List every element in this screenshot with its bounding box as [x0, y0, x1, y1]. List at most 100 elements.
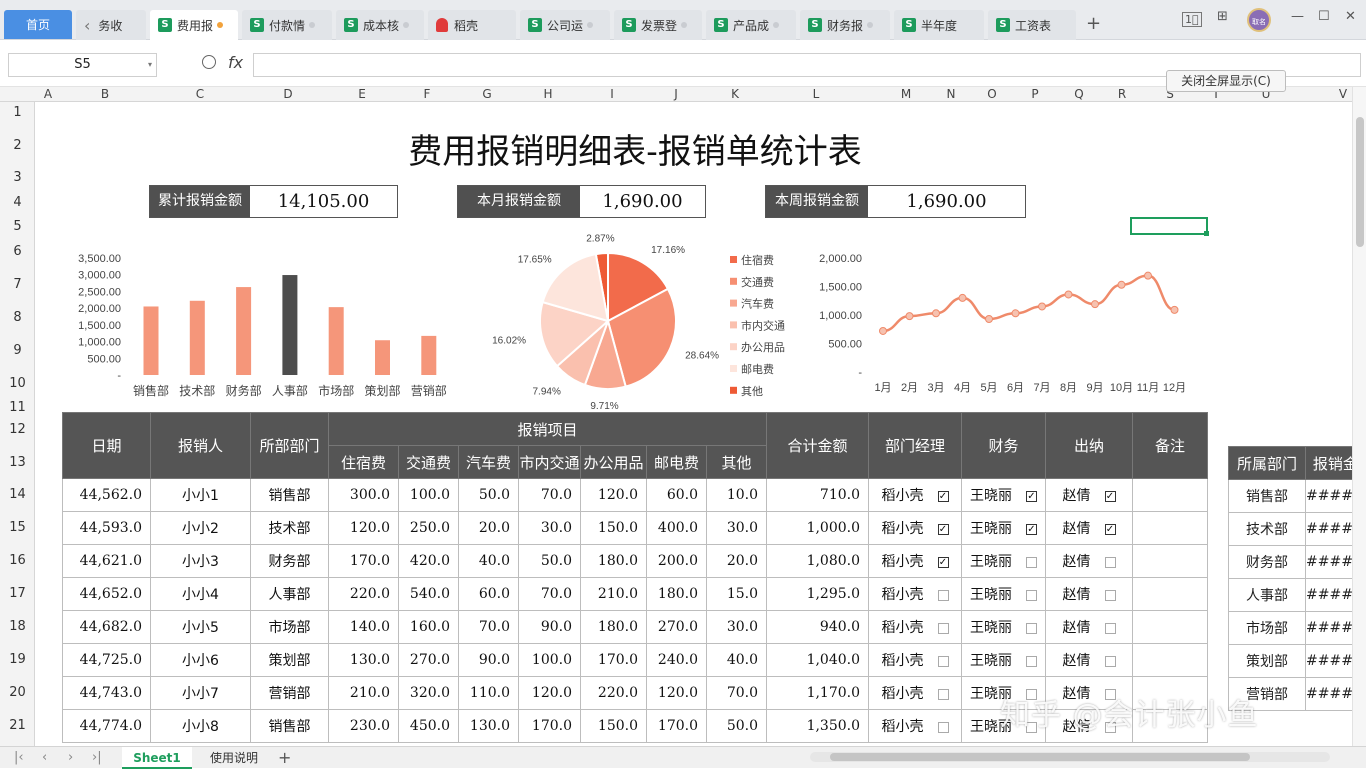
first-sheet-icon[interactable]: |‹ [14, 750, 24, 765]
tab-item[interactable]: 稻壳 [428, 10, 516, 40]
minimize-icon[interactable]: — [1291, 9, 1304, 24]
approval-checkbox[interactable] [1026, 622, 1037, 634]
approval-checkbox[interactable] [1026, 688, 1037, 700]
cell-item-amount[interactable]: 220.0 [580, 676, 647, 710]
fx-icon[interactable]: fx [228, 53, 244, 72]
cell-person[interactable]: 小小8 [150, 709, 251, 743]
cell-item-amount[interactable]: 30.0 [706, 610, 767, 644]
tab-item[interactable]: S 公司运 [520, 10, 610, 40]
approval-checkbox[interactable] [1026, 556, 1037, 568]
last-sheet-icon[interactable]: ›| [92, 750, 102, 765]
column-label[interactable]: J [674, 87, 678, 101]
cell-dept[interactable]: 营销部 [250, 676, 329, 710]
row-label[interactable]: 12 [9, 422, 26, 437]
cell-item-amount[interactable]: 150.0 [580, 709, 647, 743]
approval-checkbox[interactable] [1104, 589, 1116, 601]
cell-item-amount[interactable]: 450.0 [398, 709, 459, 743]
row-label[interactable]: 16 [9, 553, 26, 568]
cell-manager[interactable]: 稻小壳 ✓ [868, 511, 962, 545]
cell-total[interactable]: 710.0 [766, 478, 869, 512]
cell-item-amount[interactable]: 300.0 [328, 478, 399, 512]
row-label[interactable]: 20 [9, 685, 26, 700]
cell-manager[interactable]: 稻小壳 [868, 577, 962, 611]
approval-checkbox[interactable] [937, 589, 949, 601]
cell-item-amount[interactable]: 15.0 [706, 577, 767, 611]
cell-item-amount[interactable]: 170.0 [646, 709, 707, 743]
cell-item-amount[interactable]: 40.0 [458, 544, 519, 578]
cell-cashier[interactable]: 赵倩 [1045, 676, 1133, 710]
cell-date[interactable]: 44,621.0 [62, 544, 151, 578]
cell-item-amount[interactable]: 130.0 [458, 709, 519, 743]
row-label[interactable]: 3 [13, 170, 22, 185]
cell-manager[interactable]: 稻小壳 [868, 709, 962, 743]
approval-checkbox[interactable]: ✓ [937, 523, 949, 535]
column-label[interactable]: I [610, 87, 614, 101]
column-label[interactable]: N [946, 87, 956, 101]
cell-item-amount[interactable]: 320.0 [398, 676, 459, 710]
side-cell-dept[interactable]: 销售部 [1228, 479, 1306, 513]
name-box[interactable]: S5 ▾ [8, 53, 157, 77]
cell-dept[interactable]: 技术部 [250, 511, 329, 545]
cell-total[interactable]: 1,170.0 [766, 676, 869, 710]
cell-item-amount[interactable]: 20.0 [458, 511, 519, 545]
cell-dept[interactable]: 策划部 [250, 643, 329, 677]
cell-item-amount[interactable]: 180.0 [580, 610, 647, 644]
tab-item[interactable]: S 工资表 [988, 10, 1076, 40]
zoom-icon[interactable] [202, 55, 216, 69]
cell-item-amount[interactable]: 160.0 [398, 610, 459, 644]
approval-checkbox[interactable] [937, 721, 949, 733]
cell-item-amount[interactable]: 220.0 [328, 577, 399, 611]
cell-total[interactable]: 1,295.0 [766, 577, 869, 611]
cell-item-amount[interactable]: 70.0 [458, 610, 519, 644]
approval-checkbox[interactable]: ✓ [1104, 523, 1116, 535]
cell-note[interactable] [1132, 610, 1208, 644]
cell-item-amount[interactable]: 70.0 [518, 577, 581, 611]
column-label[interactable]: B [100, 87, 110, 101]
cell-person[interactable]: 小小3 [150, 544, 251, 578]
column-label[interactable]: U [1261, 87, 1271, 101]
column-label[interactable]: A [43, 87, 53, 101]
tab-item[interactable]: S 产品成 [706, 10, 796, 40]
cell-note[interactable] [1132, 478, 1208, 512]
cell-item-amount[interactable]: 170.0 [580, 643, 647, 677]
approval-checkbox[interactable] [1104, 622, 1116, 634]
cell-item-amount[interactable]: 180.0 [646, 577, 707, 611]
column-label[interactable]: L [812, 87, 820, 101]
tab-item[interactable]: S 成本核 [336, 10, 424, 40]
cell-item-amount[interactable]: 240.0 [646, 643, 707, 677]
row-label[interactable]: 13 [9, 455, 26, 470]
row-label[interactable]: 19 [9, 652, 26, 667]
cell-item-amount[interactable]: 50.0 [458, 478, 519, 512]
approval-checkbox[interactable] [1104, 688, 1116, 700]
approval-checkbox[interactable]: ✓ [937, 490, 949, 502]
cell-item-amount[interactable]: 210.0 [580, 577, 647, 611]
cell-note[interactable] [1132, 709, 1208, 743]
new-tab-button[interactable]: + [1086, 13, 1102, 34]
row-label[interactable]: 15 [9, 520, 26, 535]
cell-manager[interactable]: 稻小壳 [868, 610, 962, 644]
row-label[interactable]: 10 [9, 376, 26, 391]
approval-checkbox[interactable] [1026, 589, 1037, 601]
approval-checkbox[interactable] [937, 622, 949, 634]
cell-item-amount[interactable]: 120.0 [580, 478, 647, 512]
cell-item-amount[interactable]: 250.0 [398, 511, 459, 545]
row-label[interactable]: 14 [9, 487, 26, 502]
cell-person[interactable]: 小小7 [150, 676, 251, 710]
column-label[interactable]: Q [1074, 87, 1084, 101]
selected-cell[interactable] [1130, 217, 1209, 236]
row-label[interactable]: 5 [13, 219, 22, 234]
cell-total[interactable]: 1,080.0 [766, 544, 869, 578]
cell-item-amount[interactable]: 400.0 [646, 511, 707, 545]
tab-item[interactable]: S 费用报 [150, 10, 238, 40]
next-sheet-icon[interactable]: › [68, 750, 74, 765]
cell-dept[interactable]: 财务部 [250, 544, 329, 578]
row-label[interactable]: 6 [13, 244, 22, 259]
cell-date[interactable]: 44,725.0 [62, 643, 151, 677]
sheet-tab-sheet1[interactable]: Sheet1 [122, 747, 192, 769]
maximize-icon[interactable]: ☐ [1318, 9, 1330, 24]
cell-item-amount[interactable]: 150.0 [580, 511, 647, 545]
cell-item-amount[interactable]: 50.0 [706, 709, 767, 743]
cell-finance[interactable]: 王晓丽 [961, 676, 1046, 710]
approval-checkbox[interactable] [937, 688, 949, 700]
column-label[interactable]: S [1166, 87, 1174, 101]
